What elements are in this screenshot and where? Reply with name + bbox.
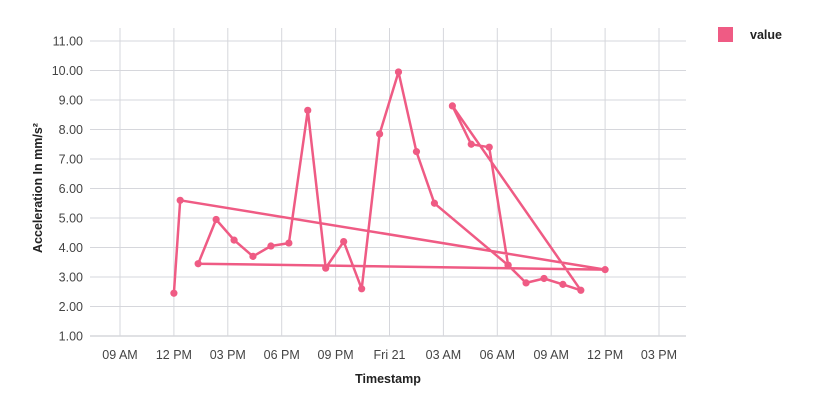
y-tick-label: 3.00: [59, 271, 83, 285]
data-point[interactable]: [212, 215, 220, 224]
x-tick-label: 09 PM: [318, 348, 354, 362]
data-point[interactable]: [358, 285, 366, 293]
legend[interactable]: value: [718, 27, 782, 42]
data-point[interactable]: [304, 106, 312, 114]
data-point[interactable]: [522, 279, 530, 287]
legend-label-value: value: [750, 27, 782, 42]
y-tick-label: 8.00: [59, 123, 83, 137]
data-point[interactable]: [504, 261, 512, 269]
data-point[interactable]: [559, 280, 567, 288]
data-point[interactable]: [376, 130, 384, 138]
data-point[interactable]: [394, 68, 403, 76]
x-tick-label: 03 PM: [641, 348, 677, 362]
x-tick-label: 06 PM: [264, 348, 300, 362]
x-axis-title: Timestamp: [355, 372, 421, 386]
data-point[interactable]: [412, 148, 421, 156]
x-tick-label: 09 AM: [533, 348, 568, 362]
y-tick-label: 9.00: [59, 94, 83, 108]
data-point[interactable]: [430, 199, 439, 207]
x-tick-label: 12 PM: [156, 348, 192, 362]
data-point[interactable]: [249, 252, 257, 260]
x-axis-tick-labels: 09 AM 12 PM 03 PM 06 PM 09 PM Fri 21 03 AM 06 A…: [102, 348, 677, 362]
x-tick-label: 03 AM: [426, 348, 461, 362]
data-point[interactable]: [170, 289, 178, 297]
x-tick-label: 12 PM: [587, 348, 623, 362]
x-tick-label: Fri 21: [374, 348, 406, 362]
y-tick-label: 4.00: [59, 241, 83, 255]
y-tick-label: 10.00: [52, 64, 83, 78]
y-tick-label: 2.00: [59, 300, 83, 314]
x-tick-label: 09 AM: [102, 348, 137, 362]
data-point[interactable]: [540, 274, 548, 283]
data-point[interactable]: [230, 236, 238, 244]
legend-swatch-value: [718, 27, 733, 42]
data-point[interactable]: [577, 286, 585, 294]
y-axis-title: Acceleration In mm/s²: [31, 123, 45, 253]
x-tick-label: 06 AM: [480, 348, 515, 362]
data-point[interactable]: [601, 266, 609, 274]
data-point[interactable]: [322, 264, 330, 272]
data-point[interactable]: [467, 140, 475, 148]
series-points-value[interactable]: [170, 68, 609, 297]
y-tick-label: 11.00: [53, 35, 83, 49]
y-axis-tick-labels: 1.00 2.00 3.00 4.00 5.00 6.00 7.00 8.00 9.00 10.0…: [52, 35, 83, 344]
y-tick-label: 1.00: [59, 330, 83, 344]
y-tick-label: 7.00: [59, 153, 83, 167]
y-tick-label: 5.00: [59, 212, 83, 226]
data-point[interactable]: [340, 238, 348, 246]
data-point[interactable]: [267, 242, 275, 250]
x-tick-label: 03 PM: [210, 348, 246, 362]
data-point[interactable]: [194, 260, 202, 268]
horizontal-gridlines: [90, 40, 686, 337]
y-tick-label: 6.00: [59, 182, 83, 196]
data-point[interactable]: [176, 196, 184, 204]
data-point[interactable]: [485, 143, 493, 151]
data-point[interactable]: [285, 239, 293, 247]
data-point[interactable]: [448, 102, 456, 110]
